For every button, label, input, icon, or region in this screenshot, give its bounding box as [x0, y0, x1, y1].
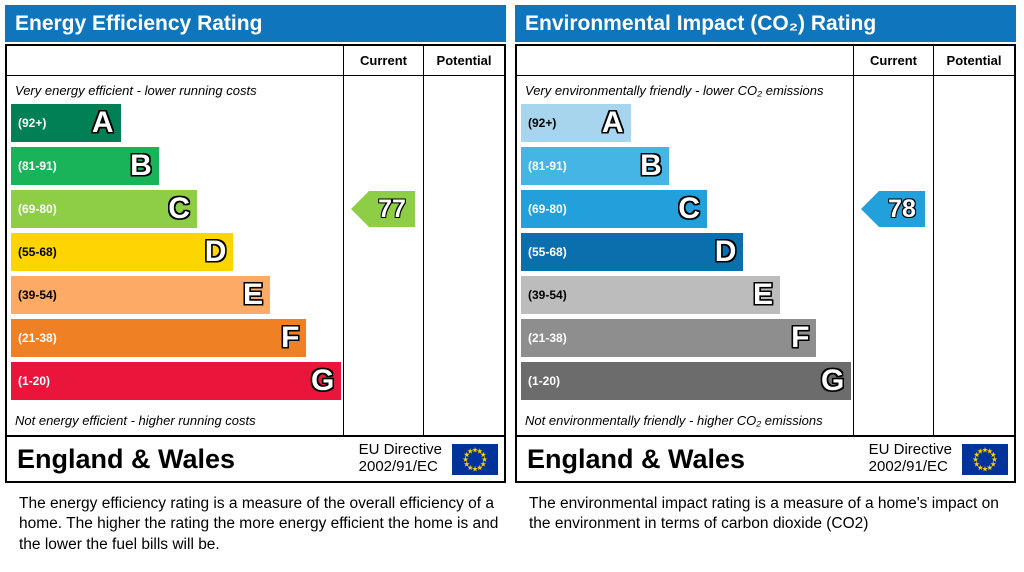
- environmental-impact-chart: Very environmentally friendly - lower CO…: [515, 44, 1016, 483]
- epc-ratings-page: Energy Efficiency Rating Very energy eff…: [5, 5, 1016, 555]
- band-letter: E: [752, 278, 773, 311]
- current-rating-value: 77: [369, 191, 415, 227]
- eu-flag-icon: [962, 443, 1008, 475]
- band-letter: B: [640, 149, 662, 182]
- band-c: (69-80) C: [521, 190, 707, 228]
- band-range: (1-20): [528, 374, 561, 388]
- band-letter: B: [130, 149, 152, 182]
- eu-directive-line: EU Directive: [358, 441, 442, 459]
- band-e: (39-54) E: [11, 276, 270, 314]
- band-c: (69-80) C: [11, 190, 197, 228]
- potential-column: Potential: [934, 46, 1014, 435]
- band-range: (92+): [18, 116, 47, 130]
- energy-efficiency-chart: Very energy efficient - lower running co…: [5, 44, 506, 483]
- band-a: (92+) A: [11, 104, 121, 142]
- band-d: (55-68) D: [11, 233, 234, 271]
- eu-directive-label: EU Directive 2002/91/EC: [358, 441, 442, 476]
- current-rating-arrow: 77: [351, 191, 415, 227]
- band-letter: G: [820, 364, 845, 397]
- band-range: (39-54): [528, 288, 567, 302]
- energy-efficiency-title: Energy Efficiency Rating: [5, 5, 506, 42]
- chart-footer: England & Wales EU Directive 2002/91/EC: [517, 435, 1014, 481]
- band-range: (39-54): [18, 288, 57, 302]
- band-b: (81-91) B: [521, 147, 669, 185]
- band-letter: C: [678, 192, 700, 225]
- eu-flag-icon: [452, 443, 498, 475]
- band-letter: D: [204, 235, 227, 268]
- band-range: (69-80): [528, 202, 567, 216]
- energy-efficiency-panel: Energy Efficiency Rating Very energy eff…: [5, 5, 506, 555]
- band-scale-column: Very energy efficient - lower running co…: [7, 46, 344, 435]
- environmental-impact-title: Environmental Impact (CO₂) Rating: [515, 5, 1016, 42]
- band-g: (1-20) G: [521, 362, 852, 400]
- chart-corner-cell: [7, 46, 343, 76]
- band-range: (69-80): [18, 202, 57, 216]
- band-scale-column: Very environmentally friendly - lower CO…: [517, 46, 854, 435]
- band-a: (92+) A: [521, 104, 631, 142]
- environmental-impact-panel: Environmental Impact (CO₂) Rating Very e…: [515, 5, 1016, 555]
- band-letter: E: [242, 278, 263, 311]
- bottom-caption: Not environmentally friendly - higher CO…: [525, 412, 823, 428]
- eu-directive-label: EU Directive 2002/91/EC: [868, 441, 952, 476]
- region-label: England & Wales: [17, 443, 236, 474]
- potential-column: Potential: [424, 46, 504, 435]
- band-range: (55-68): [528, 245, 567, 259]
- arrow-point-icon: [861, 191, 879, 227]
- current-column: Current 78: [854, 46, 934, 435]
- environmental-impact-description: The environmental impact rating is a mea…: [529, 495, 999, 533]
- rating-bands: (92+) A (81-91) B (69-80) C (55-68): [517, 104, 853, 400]
- region-label: England & Wales: [527, 443, 746, 474]
- energy-efficiency-description: The energy efficiency rating is a measur…: [19, 495, 499, 553]
- band-letter: F: [791, 321, 810, 354]
- band-letter: G: [310, 364, 335, 397]
- current-rating-arrow: 78: [861, 191, 925, 227]
- band-range: (1-20): [18, 374, 51, 388]
- band-f: (21-38) F: [521, 319, 817, 357]
- top-caption: Very environmentally friendly - lower CO…: [525, 82, 824, 98]
- chart-corner-cell: [517, 46, 853, 76]
- band-range: (92+): [528, 116, 557, 130]
- top-caption: Very energy efficient - lower running co…: [15, 82, 257, 98]
- bottom-caption: Not energy efficient - higher running co…: [15, 412, 256, 428]
- eu-directive-line: EU Directive: [868, 441, 952, 459]
- band-letter: D: [714, 235, 737, 268]
- band-range: (21-38): [18, 331, 57, 345]
- band-range: (81-91): [18, 159, 57, 173]
- band-range: (81-91): [528, 159, 567, 173]
- current-column-header: Current: [344, 46, 423, 76]
- rating-bands: (92+) A (81-91) B (69-80) C (55-68): [7, 104, 343, 400]
- band-letter: F: [281, 321, 300, 354]
- potential-column-header: Potential: [934, 46, 1014, 76]
- eu-directive-line: 2002/91/EC: [358, 458, 438, 475]
- band-d: (55-68) D: [521, 233, 744, 271]
- band-letter: A: [601, 106, 624, 139]
- chart-footer: England & Wales EU Directive 2002/91/EC: [7, 435, 504, 481]
- current-column: Current 77: [344, 46, 424, 435]
- band-letter: C: [168, 192, 190, 225]
- band-e: (39-54) E: [521, 276, 780, 314]
- band-f: (21-38) F: [11, 319, 307, 357]
- band-b: (81-91) B: [11, 147, 159, 185]
- eu-directive-line: 2002/91/EC: [868, 458, 948, 475]
- band-g: (1-20) G: [11, 362, 342, 400]
- current-rating-value: 78: [879, 191, 925, 227]
- potential-column-header: Potential: [424, 46, 504, 76]
- arrow-point-icon: [351, 191, 369, 227]
- band-letter: A: [91, 106, 114, 139]
- band-range: (21-38): [528, 331, 567, 345]
- current-column-header: Current: [854, 46, 933, 76]
- band-range: (55-68): [18, 245, 57, 259]
